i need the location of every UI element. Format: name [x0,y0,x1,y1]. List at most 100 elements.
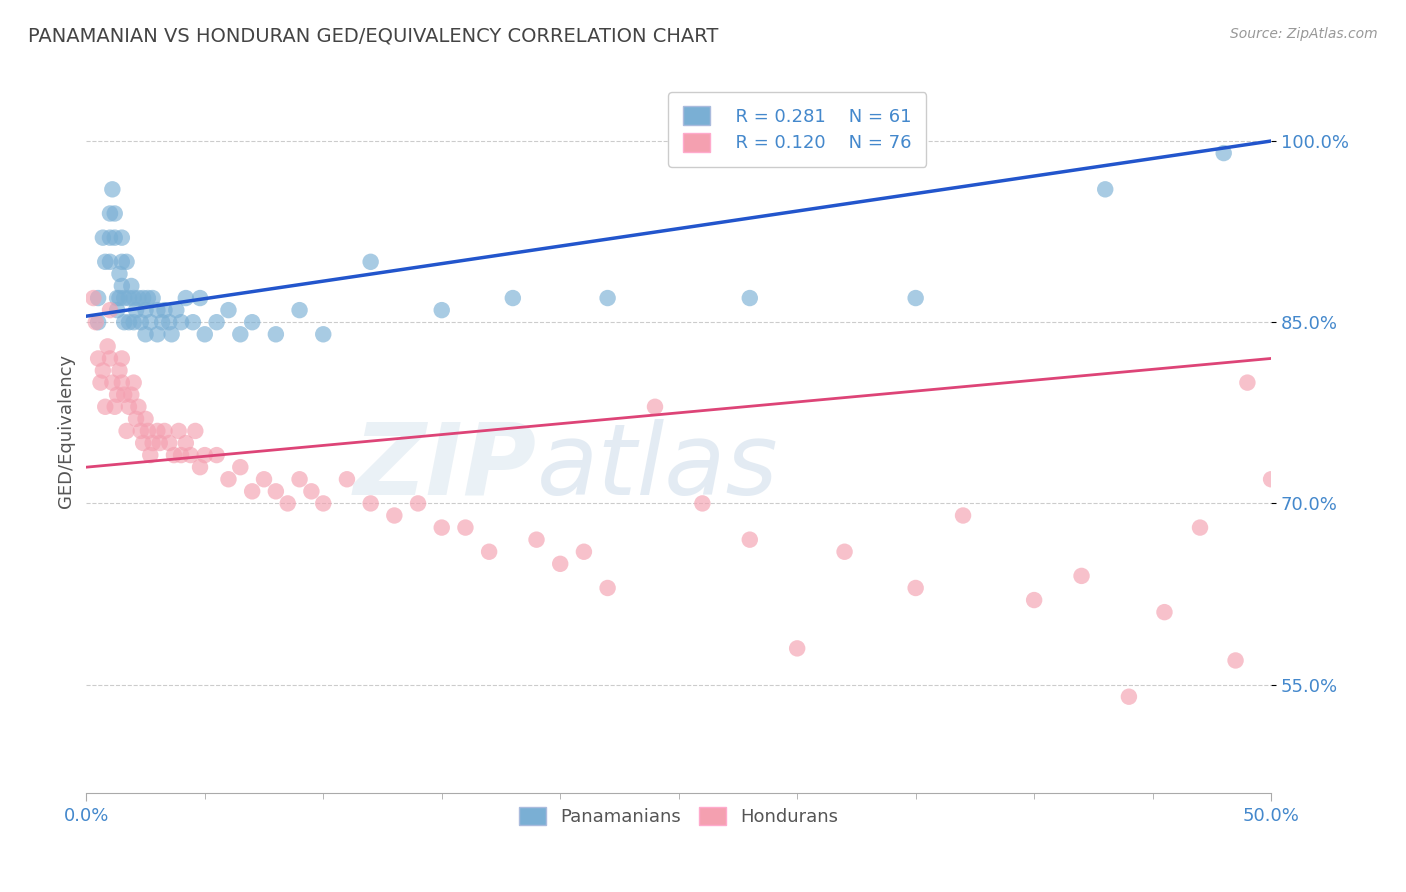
Point [146,327,169,342]
Point [430,520,453,534]
Point [108,291,131,305]
Point [149,436,172,450]
Point [87,291,110,305]
Point [170,448,193,462]
Point [277,496,299,510]
Point [105,387,128,401]
Point [101,376,124,390]
Point [205,315,228,329]
Point [98,230,121,244]
Point [87,351,110,366]
Point [157,315,180,329]
Point [240,484,263,499]
Point [98,351,121,366]
Point [1236,376,1258,390]
Point [112,387,135,401]
Point [104,230,127,244]
Point [430,303,453,318]
Point [120,387,142,401]
Point [170,315,193,329]
Point [478,545,501,559]
Point [153,424,176,438]
Point [142,291,165,305]
Point [146,303,169,318]
Point [299,484,322,499]
Point [142,436,165,450]
Point [264,484,287,499]
Point [194,448,217,462]
Point [104,206,127,220]
Point [834,545,856,559]
Point [738,291,761,305]
Point [454,520,477,534]
Point [94,255,117,269]
Point [336,472,359,486]
Point [115,255,138,269]
Y-axis label: GED/Equivalency: GED/Equivalency [58,354,75,508]
Point [104,400,127,414]
Point [194,327,217,342]
Point [264,327,287,342]
Point [94,400,117,414]
Text: PANAMANIAN VS HONDURAN GED/EQUIVALENCY CORRELATION CHART: PANAMANIAN VS HONDURAN GED/EQUIVALENCY C… [28,27,718,45]
Point [108,267,131,281]
Point [111,351,134,366]
Point [406,496,429,510]
Point [163,448,186,462]
Text: atlas: atlas [537,418,778,516]
Point [87,315,110,329]
Point [125,303,148,318]
Point [91,363,114,377]
Point [139,448,162,462]
Point [548,557,571,571]
Point [122,315,145,329]
Point [738,533,761,547]
Point [118,291,141,305]
Point [1024,593,1046,607]
Point [165,303,187,318]
Point [596,581,619,595]
Point [1188,520,1211,534]
Point [217,472,239,486]
Point [786,641,808,656]
Legend: Panamanians, Hondurans: Panamanians, Hondurans [510,797,848,835]
Point [105,291,128,305]
Text: Source: ZipAtlas.com: Source: ZipAtlas.com [1230,27,1378,41]
Point [180,448,202,462]
Point [181,315,204,329]
Point [125,412,148,426]
Point [502,291,524,305]
Point [129,315,152,329]
Point [229,327,252,342]
Point [174,291,197,305]
Point [644,400,666,414]
Point [692,496,714,510]
Point [136,424,159,438]
Point [952,508,974,523]
Point [904,291,927,305]
Point [118,400,141,414]
Point [188,460,211,475]
Point [312,496,335,510]
Point [98,206,121,220]
Point [112,291,135,305]
Point [229,460,252,475]
Point [1118,690,1140,704]
Point [157,436,180,450]
Point [1225,653,1247,667]
Point [97,339,120,353]
Point [105,303,128,318]
Point [146,424,169,438]
Point [111,376,134,390]
Point [160,327,183,342]
Point [572,545,595,559]
Point [101,182,124,196]
Point [1260,472,1282,486]
Point [98,303,121,318]
Point [82,291,104,305]
Point [136,291,159,305]
Point [89,376,111,390]
Point [188,291,211,305]
Point [111,279,134,293]
Point [122,376,145,390]
